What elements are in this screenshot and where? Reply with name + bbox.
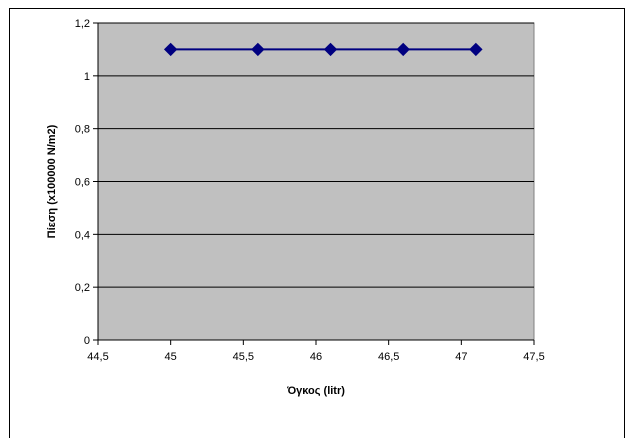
y-tick-label: 0,8 <box>75 124 90 136</box>
data-point-marker <box>251 42 265 57</box>
gridlines <box>98 22 534 288</box>
x-tick-label: 44,5 <box>87 351 108 363</box>
x-tick-label: 45 <box>165 351 177 363</box>
series-group <box>163 42 483 57</box>
data-point-marker <box>396 42 410 57</box>
axes <box>93 22 535 345</box>
y-tick-label: 1,2 <box>75 18 90 30</box>
chart-frame <box>9 8 625 438</box>
data-point-marker <box>469 42 483 57</box>
data-point-marker <box>323 42 338 57</box>
y-tick-label: 1 <box>84 71 90 83</box>
y-axis-title: Πίεση (x100000 N/m2) <box>46 124 58 238</box>
x-tick-labels: 44,5 45 45,5 46 46,5 47 47,5 <box>87 351 544 363</box>
x-tick-label: 45,5 <box>233 351 254 363</box>
x-axis-title: Όγκος (litr) <box>286 385 345 397</box>
data-point-marker <box>163 42 178 57</box>
x-tick-label: 47,5 <box>523 351 544 363</box>
y-tick-label: 0,4 <box>75 229 90 241</box>
y-tick-label: 0 <box>84 335 90 347</box>
x-tick-label: 47 <box>455 351 467 363</box>
y-tick-label: 0,2 <box>75 282 90 294</box>
x-tick-label: 46 <box>310 351 322 363</box>
x-tick-label: 46,5 <box>378 351 399 363</box>
y-tick-label: 0,6 <box>75 177 90 189</box>
y-tick-labels: 0 0,2 0,4 0,6 0,8 1 1,2 <box>75 18 90 347</box>
